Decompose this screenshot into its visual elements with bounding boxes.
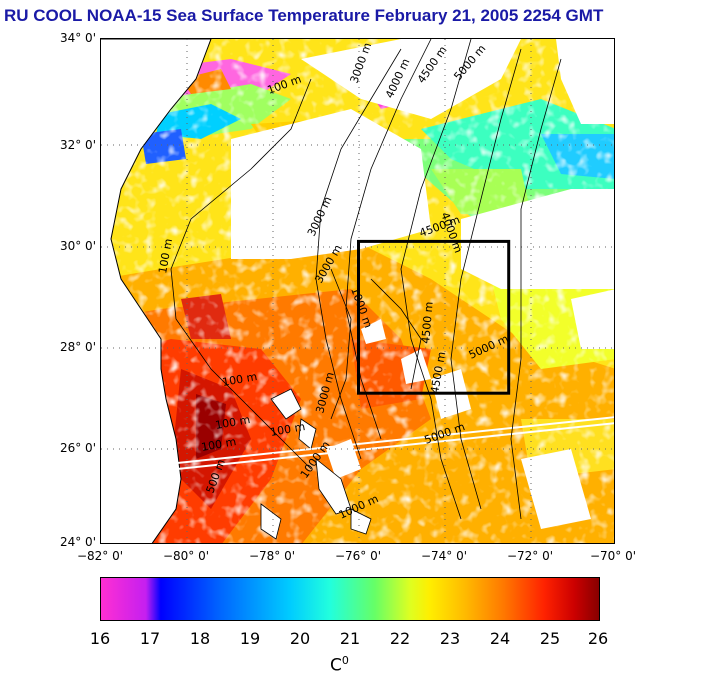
lon-tick-label: −78° 0' [248, 549, 296, 563]
sst-map-svg: 100 m 3000 m 4000 m 4500 m 5000 m 100 m … [101, 39, 614, 543]
sst-map: 100 m 3000 m 4000 m 4500 m 5000 m 100 m … [100, 38, 615, 544]
colorbar-unit-superscript: 0 [341, 654, 349, 667]
colorbar-tick-label: 22 [389, 629, 411, 648]
colorbar-tick-label: 21 [339, 629, 361, 648]
land [101, 39, 372, 543]
study-area-box [357, 239, 511, 395]
bathymetry-contours [170, 39, 562, 520]
contour-label: 4500 m [419, 301, 436, 344]
colorbar-unit: C0 [330, 654, 349, 676]
lat-tick-label: 30° 0' [59, 239, 96, 253]
contour-label: 100 m [214, 413, 251, 432]
colorbar-unit-text: C [330, 655, 342, 676]
colorbar-tick-label: 19 [239, 629, 261, 648]
colorbar-tick-label: 20 [289, 629, 311, 648]
lat-tick-label: 34° 0' [59, 31, 96, 45]
contour-label: 100 m [156, 238, 175, 275]
colorbar-tick-label: 17 [139, 629, 161, 648]
colorbar-tick-label: 25 [539, 629, 561, 648]
lon-tick-label: −74° 0' [420, 549, 468, 563]
lat-tick-label: 32° 0' [59, 138, 96, 152]
contour-label: 100 m [200, 435, 237, 454]
temperature-colorbar [100, 577, 600, 621]
contour-label: 100 m [269, 420, 306, 439]
lon-tick-label: −80° 0' [162, 549, 210, 563]
lon-tick-label: −76° 0' [334, 549, 382, 563]
contour-label: 100 m [221, 370, 258, 389]
colorbar-tick-label: 24 [489, 629, 511, 648]
colorbar-tick-label: 23 [439, 629, 461, 648]
lon-tick-label: −82° 0' [76, 549, 124, 563]
lon-tick-label: −70° 0' [589, 549, 637, 563]
lat-tick-label: 26° 0' [59, 441, 96, 455]
gap-stripe [101, 416, 614, 478]
colorbar-tick-label: 18 [189, 629, 211, 648]
map-title: RU COOL NOAA-15 Sea Surface Temperature … [4, 6, 604, 25]
colorbar-tick-label: 26 [587, 629, 609, 648]
lat-tick-label: 24° 0' [59, 535, 96, 549]
colorbar-tick-label: 16 [89, 629, 111, 648]
lat-tick-label: 28° 0' [59, 340, 96, 354]
lon-tick-label: −72° 0' [506, 549, 554, 563]
